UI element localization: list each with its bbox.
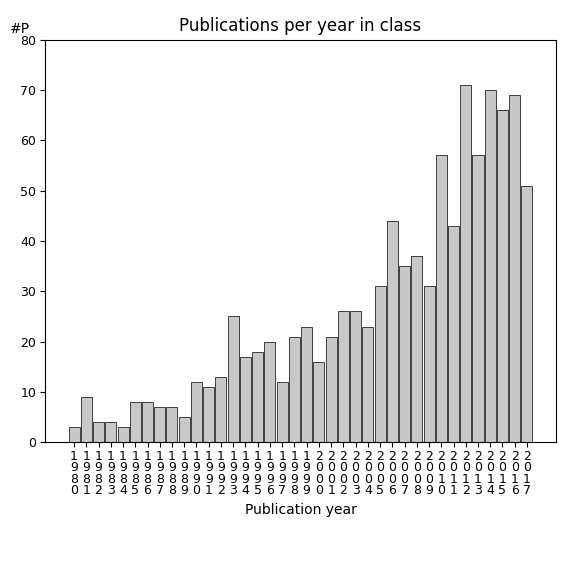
Bar <box>522 185 532 442</box>
Bar <box>460 85 471 442</box>
Bar <box>399 266 410 442</box>
Bar <box>215 377 226 442</box>
Bar <box>81 397 92 442</box>
Bar <box>167 407 177 442</box>
Bar <box>448 226 459 442</box>
Bar <box>228 316 239 442</box>
Bar <box>338 311 349 442</box>
Bar <box>191 382 202 442</box>
Bar <box>142 402 153 442</box>
Bar <box>375 286 386 442</box>
Bar <box>485 90 496 442</box>
Bar <box>387 221 398 442</box>
Bar <box>264 341 276 442</box>
Bar <box>117 427 129 442</box>
Bar <box>252 352 263 442</box>
Bar <box>424 286 434 442</box>
Bar <box>314 362 324 442</box>
Bar <box>69 427 79 442</box>
Bar <box>301 327 312 442</box>
Bar <box>130 402 141 442</box>
Bar <box>497 110 508 442</box>
Bar <box>154 407 165 442</box>
X-axis label: Publication year: Publication year <box>244 503 357 517</box>
Bar <box>277 382 287 442</box>
Bar <box>472 155 484 442</box>
Bar <box>179 417 190 442</box>
Bar <box>105 422 116 442</box>
Bar <box>325 337 337 442</box>
Bar <box>350 311 361 442</box>
Bar <box>509 95 521 442</box>
Bar <box>240 357 251 442</box>
Bar <box>362 327 373 442</box>
Text: #P: #P <box>10 22 29 36</box>
Bar <box>289 337 300 442</box>
Bar <box>411 256 422 442</box>
Bar <box>436 155 447 442</box>
Bar <box>93 422 104 442</box>
Bar <box>203 387 214 442</box>
Title: Publications per year in class: Publications per year in class <box>179 18 422 35</box>
